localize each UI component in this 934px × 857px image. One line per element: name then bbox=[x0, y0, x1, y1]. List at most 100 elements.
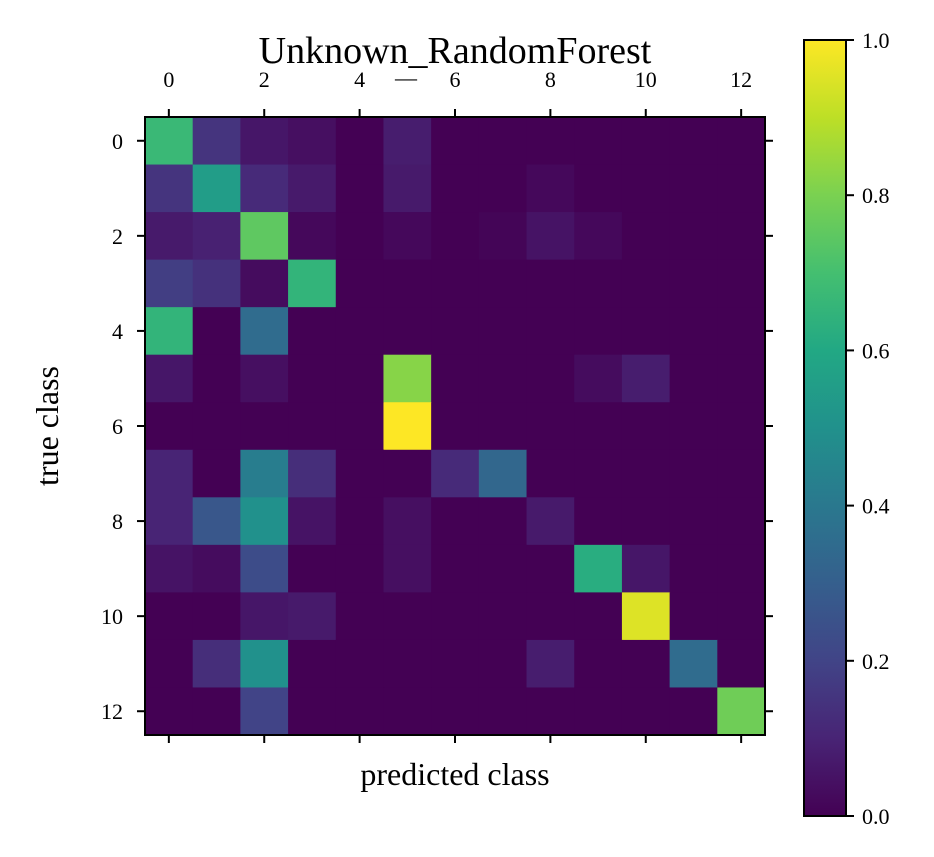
heatmap-cell-r4-c9 bbox=[574, 307, 623, 356]
colorbar-tick-label: 0.4 bbox=[862, 494, 890, 519]
heatmap-cell-r11-c6 bbox=[431, 639, 480, 689]
heatmap-cell-r2-c8 bbox=[526, 212, 575, 261]
heatmap-cell-r6-c5 bbox=[383, 402, 432, 451]
heatmap-cell-r3-c6 bbox=[431, 259, 480, 308]
heatmap-cell-r9-c6 bbox=[431, 544, 480, 593]
heatmap-cell-r3-c12 bbox=[717, 259, 766, 308]
heatmap-cell-r4-c4 bbox=[335, 307, 385, 356]
heatmap-cell-r3-c9 bbox=[574, 259, 623, 308]
heatmap-cell-r4-c1 bbox=[192, 307, 241, 356]
colorbar-tick-label: 0.6 bbox=[862, 338, 890, 363]
heatmap-cell-r8-c6 bbox=[431, 497, 480, 546]
heatmap-cell-r1-c7 bbox=[478, 164, 528, 213]
heatmap-cell-r10-c8 bbox=[526, 592, 575, 641]
heatmap-cell-r7-c12 bbox=[717, 449, 766, 498]
heatmap-cell-r10-c2 bbox=[240, 592, 289, 641]
heatmap-cell-r0-c12 bbox=[717, 117, 766, 166]
x-tick-label: 2 bbox=[259, 67, 270, 92]
heatmap-cell-r3-c5 bbox=[383, 259, 432, 308]
x-tick-label: 0 bbox=[163, 67, 174, 92]
heatmap-cell-r5-c11 bbox=[669, 354, 718, 403]
heatmap-cell-r9-c4 bbox=[335, 544, 385, 593]
y-tick-label: 2 bbox=[112, 224, 123, 249]
y-tick-label: 10 bbox=[101, 604, 123, 629]
heatmap-cell-r0-c3 bbox=[288, 117, 337, 166]
heatmap-cell-r11-c7 bbox=[478, 639, 528, 689]
heatmap-cell-r8-c11 bbox=[669, 497, 718, 546]
heatmap-cells bbox=[145, 117, 766, 736]
y-tick-label: 8 bbox=[112, 509, 123, 534]
heatmap-cell-r0-c9 bbox=[574, 117, 623, 166]
heatmap-cell-r12-c3 bbox=[288, 687, 337, 736]
heatmap-cell-r2-c6 bbox=[431, 212, 480, 261]
x-tick-label: 10 bbox=[635, 67, 657, 92]
heatmap-cell-r7-c0 bbox=[145, 449, 194, 498]
heatmap-cell-r10-c12 bbox=[717, 592, 766, 641]
heatmap-cell-r6-c9 bbox=[574, 402, 623, 451]
heatmap-cell-r2-c10 bbox=[621, 212, 671, 261]
heatmap-cell-r5-c0 bbox=[145, 354, 194, 403]
heatmap-cell-r3-c10 bbox=[621, 259, 671, 308]
heatmap-cell-r10-c11 bbox=[669, 592, 718, 641]
heatmap-cell-r3-c7 bbox=[478, 259, 528, 308]
heatmap-cell-r1-c8 bbox=[526, 164, 575, 213]
heatmap-cell-r11-c1 bbox=[192, 639, 241, 689]
heatmap-cell-r6-c12 bbox=[717, 402, 766, 451]
heatmap-cell-r3-c3 bbox=[288, 259, 337, 308]
heatmap-cell-r1-c4 bbox=[335, 164, 385, 213]
heatmap-cell-r2-c9 bbox=[574, 212, 623, 261]
heatmap-cell-r0-c6 bbox=[431, 117, 480, 166]
heatmap-cell-r0-c1 bbox=[192, 117, 241, 166]
heatmap-cell-r5-c7 bbox=[478, 354, 528, 403]
heatmap-cell-r2-c7 bbox=[478, 212, 528, 261]
heatmap-cell-r12-c9 bbox=[574, 687, 623, 736]
y-tick-label: 0 bbox=[112, 129, 123, 154]
heatmap-cell-r10-c7 bbox=[478, 592, 528, 641]
colorbar-tick-label: 0.8 bbox=[862, 183, 890, 208]
heatmap-cell-r0-c5 bbox=[383, 117, 432, 166]
heatmap-cell-r8-c1 bbox=[192, 497, 241, 546]
heatmap-cell-r10-c1 bbox=[192, 592, 241, 641]
heatmap-cell-r8-c4 bbox=[335, 497, 385, 546]
heatmap-cell-r12-c12 bbox=[717, 687, 766, 736]
heatmap-cell-r3-c0 bbox=[145, 259, 194, 308]
heatmap-cell-r6-c4 bbox=[335, 402, 385, 451]
heatmap-cell-r1-c11 bbox=[669, 164, 718, 213]
heatmap-cell-r10-c9 bbox=[574, 592, 623, 641]
heatmap-cell-r2-c3 bbox=[288, 212, 337, 261]
heatmap-cell-r11-c12 bbox=[717, 639, 766, 689]
heatmap-cell-r5-c10 bbox=[621, 354, 671, 403]
heatmap-cell-r11-c2 bbox=[240, 639, 289, 689]
colorbar-ticks: 0.0 0.2 0.4 0.6 0.8 1.0 bbox=[846, 28, 890, 829]
heatmap-cell-r7-c9 bbox=[574, 449, 623, 498]
heatmap-cell-r4-c8 bbox=[526, 307, 575, 356]
heatmap-cell-r10-c4 bbox=[335, 592, 385, 641]
heatmap-cell-r2-c11 bbox=[669, 212, 718, 261]
x-axis-title: predicted class bbox=[360, 756, 549, 792]
heatmap-cell-r3-c1 bbox=[192, 259, 241, 308]
heatmap-cell-r0-c10 bbox=[621, 117, 671, 166]
colorbar bbox=[803, 39, 847, 817]
heatmap-cell-r0-c4 bbox=[335, 117, 385, 166]
heatmap-cell-r4-c11 bbox=[669, 307, 718, 356]
y-tick-label: 4 bbox=[112, 319, 123, 344]
heatmap-cell-r6-c1 bbox=[192, 402, 241, 451]
heatmap-cell-r9-c12 bbox=[717, 544, 766, 593]
x-tick-label: 8 bbox=[545, 67, 556, 92]
heatmap-cell-r3-c2 bbox=[240, 259, 289, 308]
heatmap-cell-r6-c3 bbox=[288, 402, 337, 451]
heatmap-cell-r7-c4 bbox=[335, 449, 385, 498]
heatmap-cell-r10-c10 bbox=[621, 592, 671, 641]
heatmap-cell-r2-c2 bbox=[240, 212, 289, 261]
heatmap-cell-r5-c9 bbox=[574, 354, 623, 403]
heatmap-cell-r5-c3 bbox=[288, 354, 337, 403]
heatmap-cell-r8-c10 bbox=[621, 497, 671, 546]
heatmap-cell-r12-c1 bbox=[192, 687, 241, 736]
heatmap-cell-r1-c12 bbox=[717, 164, 766, 213]
heatmap-cell-r3-c8 bbox=[526, 259, 575, 308]
heatmap-cell-r4-c6 bbox=[431, 307, 480, 356]
heatmap-cell-r8-c3 bbox=[288, 497, 337, 546]
heatmap-cell-r9-c7 bbox=[478, 544, 528, 593]
heatmap-cell-r5-c6 bbox=[431, 354, 480, 403]
heatmap-cell-r7-c3 bbox=[288, 449, 337, 498]
